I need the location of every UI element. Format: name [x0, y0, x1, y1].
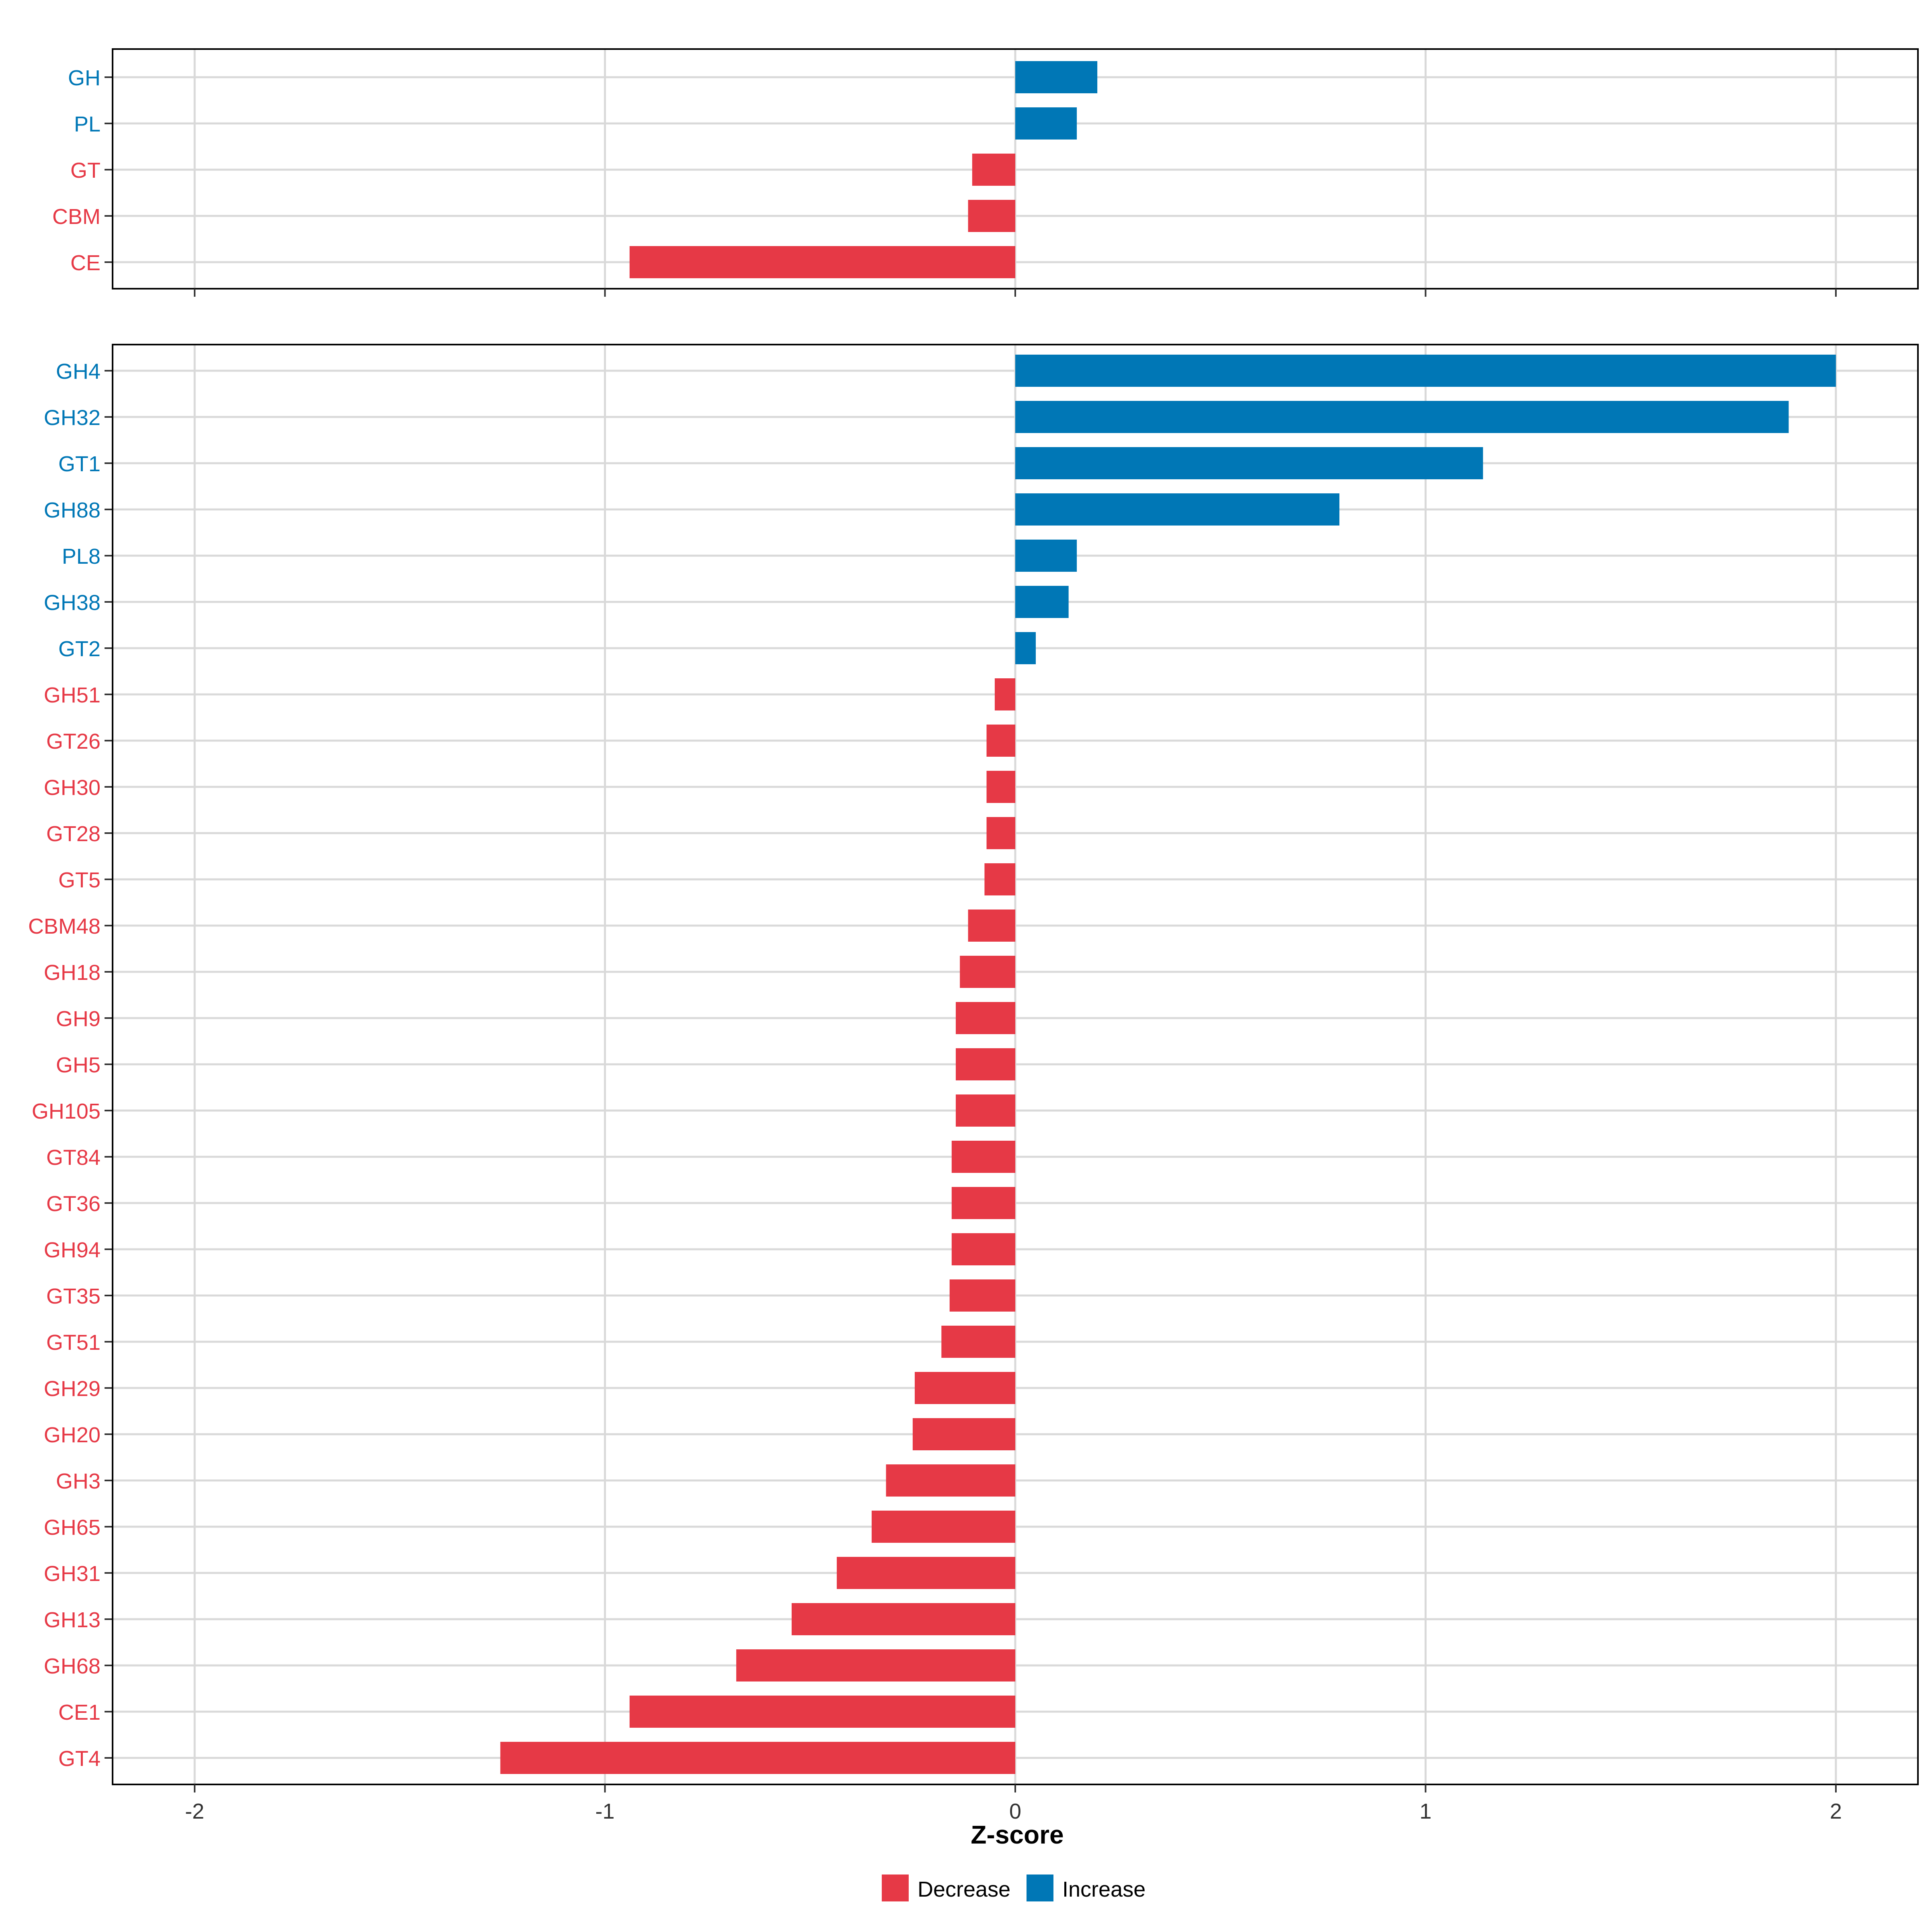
category-label-ce: CE [70, 251, 101, 275]
category-label-gh38: GH38 [44, 591, 101, 615]
legend-swatch-increase [1027, 1875, 1053, 1901]
bar-gt36 [951, 1187, 1015, 1219]
x-tick-label: 0 [1009, 1799, 1021, 1823]
bar-gh4 [1015, 355, 1836, 387]
bar-gt1 [1015, 447, 1483, 479]
bar-gt84 [951, 1141, 1015, 1173]
legend: Decrease Increase [882, 1875, 1146, 1901]
category-label-gh105: GH105 [32, 1099, 101, 1123]
bar-gh65 [871, 1511, 1015, 1543]
category-label-gh5: GH5 [56, 1053, 101, 1077]
x-tick-label: 1 [1419, 1799, 1431, 1823]
category-label-gh13: GH13 [44, 1608, 101, 1632]
bar-gt26 [986, 725, 1015, 757]
category-label-gh29: GH29 [44, 1377, 101, 1401]
bar-gt5 [984, 863, 1015, 895]
bar-gh51 [994, 678, 1015, 710]
bar-gt51 [941, 1326, 1015, 1358]
bar-gh31 [837, 1557, 1015, 1589]
category-label-gh18: GH18 [44, 961, 101, 985]
category-label-gh65: GH65 [44, 1515, 101, 1540]
bar-gh68 [736, 1649, 1015, 1682]
bar-cbm [968, 200, 1015, 232]
category-label-pl: PL [74, 112, 101, 136]
bar-gh [1015, 61, 1098, 93]
category-label-gt26: GT26 [46, 729, 101, 754]
category-label-gt: GT [70, 158, 101, 183]
bar-gh32 [1015, 401, 1789, 433]
bar-gt35 [949, 1279, 1015, 1312]
category-label-gt36: GT36 [46, 1192, 101, 1216]
x-tick-label: -2 [185, 1799, 204, 1823]
bar-gh30 [986, 771, 1015, 803]
category-label-gt2: GT2 [58, 637, 101, 661]
x-tick-label: 2 [1830, 1799, 1842, 1823]
bar-gh3 [886, 1464, 1015, 1497]
legend-swatch-decrease [882, 1875, 909, 1901]
bar-gh105 [956, 1094, 1015, 1127]
bar-gt2 [1015, 632, 1036, 664]
category-label-ce1: CE1 [58, 1700, 101, 1725]
bar-gh29 [914, 1372, 1015, 1404]
bar-cbm48 [968, 910, 1015, 942]
bar-gh38 [1015, 586, 1069, 618]
bar-gt [972, 154, 1015, 186]
bar-gt28 [986, 817, 1015, 849]
bar-gh94 [951, 1233, 1015, 1265]
category-label-gh51: GH51 [44, 683, 101, 707]
bar-gh88 [1015, 493, 1340, 526]
bar-gh5 [956, 1048, 1015, 1080]
category-label-gh4: GH4 [56, 359, 101, 384]
bar-ce1 [629, 1696, 1015, 1728]
category-label-gh3: GH3 [56, 1469, 101, 1493]
category-label-pl8: PL8 [62, 544, 101, 569]
bar-ce [629, 246, 1015, 278]
category-label-gh31: GH31 [44, 1562, 101, 1586]
category-label-gh88: GH88 [44, 498, 101, 522]
category-label-cbm48: CBM48 [28, 914, 101, 938]
bar-gh20 [912, 1418, 1015, 1450]
category-label-gh68: GH68 [44, 1654, 101, 1678]
bar-pl [1015, 107, 1077, 140]
category-label-gt51: GT51 [46, 1330, 101, 1355]
category-label-gt35: GT35 [46, 1284, 101, 1308]
x-axis-title: Z-score [971, 1820, 1064, 1849]
top-panel: GH PL GT CBM CE [52, 48, 1919, 297]
legend-label-increase: Increase [1062, 1877, 1146, 1901]
category-label-gh30: GH30 [44, 776, 101, 800]
category-label-gt1: GT1 [58, 452, 101, 476]
category-label-gh: GH [68, 66, 101, 90]
category-label-gh20: GH20 [44, 1423, 101, 1447]
category-label-gh94: GH94 [44, 1238, 101, 1262]
bar-gh18 [960, 956, 1015, 988]
legend-label-decrease: Decrease [918, 1877, 1010, 1901]
bar-gh13 [791, 1603, 1015, 1635]
category-label-gt5: GT5 [58, 868, 101, 892]
bar-gt4 [500, 1742, 1015, 1774]
category-label-gt84: GT84 [46, 1146, 101, 1170]
bar-pl8 [1015, 540, 1077, 572]
category-label-cbm: CBM [52, 205, 101, 229]
category-label-gh32: GH32 [44, 406, 101, 430]
bottom-panel: GH4GH32GT1GH88PL8GH38GT2GH51GT26GH30GT28… [28, 344, 1919, 1823]
category-label-gh9: GH9 [56, 1007, 101, 1031]
bar-gh9 [956, 1002, 1015, 1034]
category-label-gt4: GT4 [58, 1747, 101, 1771]
category-label-gt28: GT28 [46, 822, 101, 846]
x-tick-label: -1 [595, 1799, 615, 1823]
